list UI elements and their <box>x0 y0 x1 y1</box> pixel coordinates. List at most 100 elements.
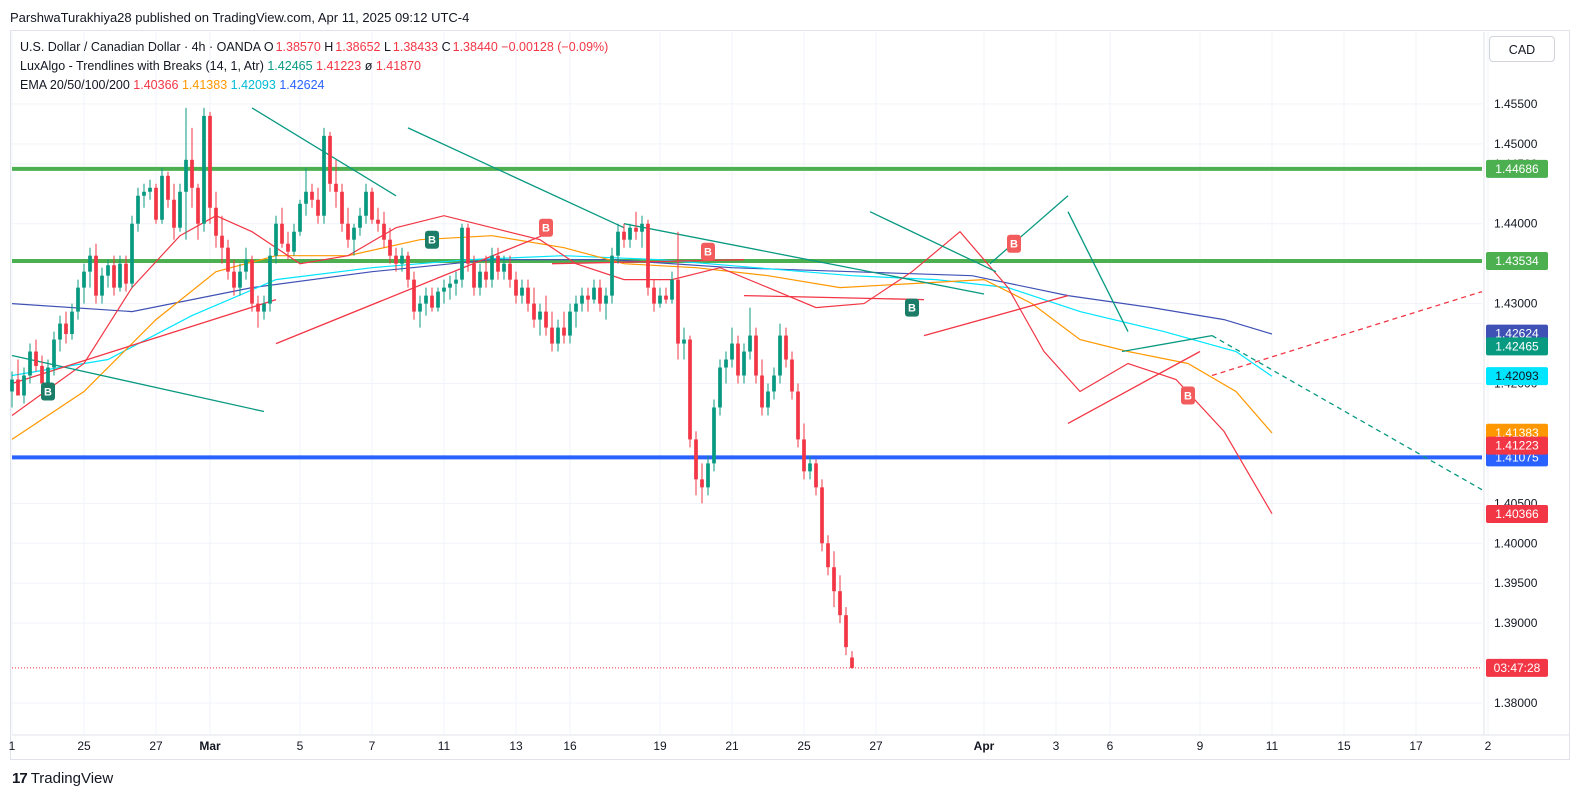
ema100-line <box>11 255 1273 377</box>
candle-body <box>658 295 662 304</box>
ema100-value: 1.42093 <box>230 78 276 92</box>
footer-brand[interactable]: 17 TradingView <box>12 770 113 787</box>
x-tick-label: 19 <box>653 739 667 753</box>
candle-body <box>676 279 680 344</box>
candle-body <box>220 235 224 248</box>
ema20-value: 1.40366 <box>133 78 179 92</box>
y-tick-label: 1.44000 <box>1494 217 1538 231</box>
candle-body <box>718 367 722 408</box>
candle-body <box>790 359 794 392</box>
candle-body <box>16 379 20 396</box>
x-tick-label: 2 <box>1485 739 1492 753</box>
trendline-up <box>743 294 925 301</box>
candle-body <box>184 159 188 192</box>
tradingview-brand-name: TradingView <box>30 770 114 787</box>
low-value: 1.38433 <box>392 40 439 54</box>
candle-body <box>388 239 392 256</box>
candle-body <box>484 271 488 280</box>
candle-body <box>412 279 416 312</box>
candle-body <box>154 187 158 220</box>
candle-body <box>478 271 482 288</box>
trendline-down <box>623 223 985 295</box>
candle-body <box>466 227 470 264</box>
candle-body <box>274 223 278 256</box>
candle-body <box>208 115 212 208</box>
close-label: C <box>441 40 451 54</box>
candle-body <box>502 263 506 272</box>
indicator2-name[interactable]: EMA 20/50/100/200 <box>20 78 130 92</box>
grid-group <box>11 32 1489 735</box>
trendline-down <box>989 195 1069 265</box>
candle-body <box>706 463 710 488</box>
candle-body <box>508 263 512 280</box>
trendline-up <box>11 298 277 385</box>
candle-body <box>532 303 536 320</box>
candle-body <box>364 191 368 216</box>
trendline-down <box>407 127 625 229</box>
candle-body <box>196 187 200 224</box>
x-tick-label: 16 <box>563 739 577 753</box>
candle-body <box>340 191 344 224</box>
candle-body <box>442 287 446 292</box>
candle-body <box>262 303 266 312</box>
candle-body <box>796 391 800 440</box>
publish-line: ParshwaTurakhiya28 published on TradingV… <box>10 10 470 25</box>
candle-body <box>550 327 554 344</box>
break-label-box <box>1181 386 1195 405</box>
candle-body <box>472 263 476 288</box>
support-price-badge-text: 1.44686 <box>1495 162 1539 176</box>
candle-body <box>526 287 530 304</box>
indicator-price-badge-text: 1.40366 <box>1495 507 1539 521</box>
candle-body <box>784 335 788 360</box>
symbol-title[interactable]: U.S. Dollar / Canadian Dollar · 4h · OAN… <box>20 40 261 54</box>
indicator-price-badge: 1.42465 <box>1486 337 1548 356</box>
candle-body <box>148 187 152 192</box>
break-label: B <box>1181 386 1195 405</box>
trendline-projection-up <box>1211 290 1483 377</box>
y-tick-label: 1.43000 <box>1494 297 1538 311</box>
candle-body <box>682 339 686 344</box>
candle-body <box>640 223 644 232</box>
candle-body <box>250 259 254 304</box>
candle-body <box>802 439 806 472</box>
candle-body <box>568 311 572 336</box>
candle-body <box>406 255 410 280</box>
x-tick-label: 21 <box>725 739 739 753</box>
candle-body <box>226 247 230 272</box>
high-label: H <box>324 40 334 54</box>
countdown-badge: 03:47:28 <box>1486 658 1548 677</box>
candle-body <box>22 375 26 396</box>
indicator1-value2: 1.41223 <box>316 59 362 73</box>
candle-body <box>490 255 494 280</box>
legend-indicator1-row: LuxAlgo - Trendlines with Breaks (14, 1,… <box>20 57 608 76</box>
trendline-up <box>923 294 1069 337</box>
trendline-projection-down <box>1211 335 1483 491</box>
candle-body <box>598 287 602 304</box>
indicator-price-badge-text: 1.42093 <box>1495 369 1539 383</box>
candle-body <box>202 115 206 224</box>
candle-body <box>394 255 398 264</box>
candle-body <box>280 223 284 244</box>
candle-body <box>244 259 248 272</box>
x-tick-label: 1 <box>9 739 16 753</box>
x-tick-label: 27 <box>149 739 163 753</box>
candle-body <box>118 263 122 288</box>
candle-body <box>742 351 746 376</box>
x-tick-label: Mar <box>199 739 221 753</box>
indicator1-name[interactable]: LuxAlgo - Trendlines with Breaks (14, 1,… <box>20 59 264 73</box>
currency-button[interactable]: CAD <box>1489 36 1555 62</box>
candle-body <box>556 327 560 344</box>
candle-body <box>778 335 782 376</box>
candle-body <box>172 199 176 228</box>
x-tick-label: 15 <box>1337 739 1351 753</box>
candle-body <box>436 291 440 308</box>
candle-body <box>46 367 50 384</box>
candle-body <box>832 567 836 592</box>
x-tick-label: 3 <box>1053 739 1060 753</box>
candle-body <box>10 379 14 392</box>
candle-body <box>814 463 818 488</box>
x-tick-label: 11 <box>438 739 451 753</box>
x-tick-label: 5 <box>297 739 304 753</box>
candle-body <box>166 175 170 200</box>
